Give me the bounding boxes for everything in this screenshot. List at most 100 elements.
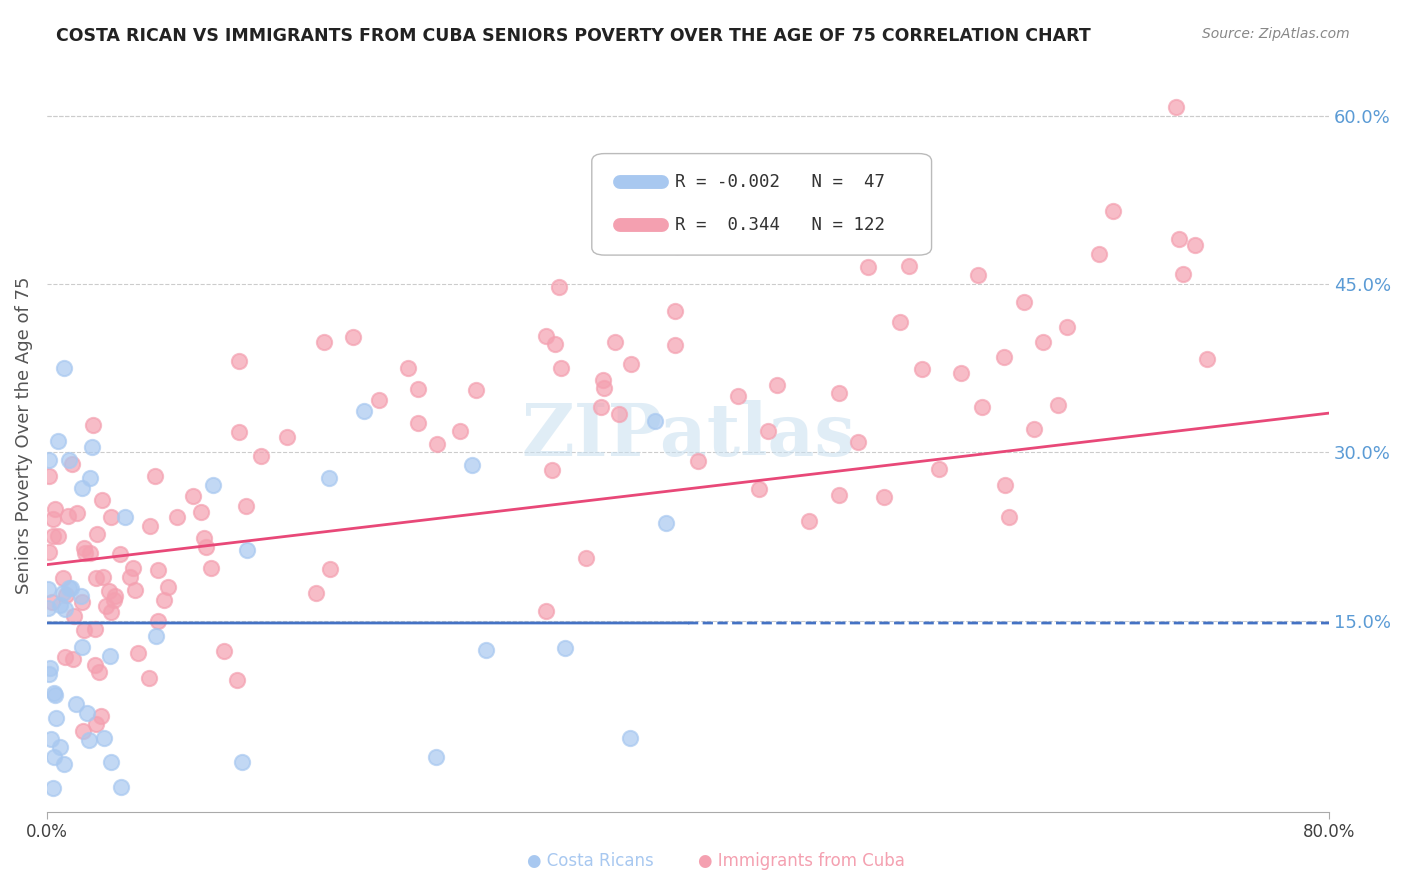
- Point: [143, 469, 166, 483]
- Point: [72, 640, 94, 654]
- Point: [38, 667, 60, 681]
- Point: [368, 393, 391, 408]
- Point: [44, 689, 66, 703]
- Point: [305, 586, 328, 600]
- Point: [42, 750, 65, 764]
- Point: [228, 425, 250, 439]
- Text: R =  0.344   N = 122: R = 0.344 N = 122: [675, 216, 886, 234]
- Point: [1088, 247, 1111, 261]
- Point: [666, 239, 689, 253]
- Point: [70, 595, 93, 609]
- Point: [574, 550, 596, 565]
- Point: [766, 378, 789, 392]
- Point: [38, 453, 60, 467]
- Point: [1102, 203, 1125, 218]
- Point: [1047, 398, 1070, 412]
- Point: [898, 259, 921, 273]
- Point: [60, 581, 83, 595]
- Text: R = -0.002   N =  47: R = -0.002 N = 47: [675, 173, 886, 191]
- Point: [928, 462, 950, 476]
- Point: [592, 373, 614, 387]
- Point: [460, 458, 482, 472]
- Point: [228, 354, 250, 368]
- Point: [1164, 100, 1187, 114]
- Point: [993, 350, 1015, 364]
- Point: [138, 671, 160, 685]
- Text: ZIPatlas: ZIPatlas: [520, 400, 855, 471]
- Point: [42, 529, 65, 543]
- Point: [212, 644, 235, 658]
- Point: [534, 329, 557, 343]
- Y-axis label: Seniors Poverty Over the Age of 75: Seniors Poverty Over the Age of 75: [15, 277, 32, 594]
- Point: [104, 589, 127, 603]
- Point: [87, 665, 110, 679]
- Point: [200, 561, 222, 575]
- Point: [748, 482, 770, 496]
- Point: [145, 629, 167, 643]
- Point: [44, 502, 66, 516]
- Point: [225, 673, 247, 687]
- Point: [686, 454, 709, 468]
- Point: [52, 586, 75, 600]
- Point: [554, 640, 576, 655]
- Point: [889, 315, 911, 329]
- Point: [1184, 238, 1206, 252]
- Point: [77, 732, 100, 747]
- Point: [318, 562, 340, 576]
- Point: [193, 532, 215, 546]
- Point: [146, 563, 169, 577]
- Point: [46, 529, 69, 543]
- Point: [1195, 351, 1218, 366]
- Point: [69, 589, 91, 603]
- Point: [120, 570, 142, 584]
- Point: [97, 583, 120, 598]
- Point: [139, 518, 162, 533]
- Point: [70, 481, 93, 495]
- Point: [73, 541, 96, 555]
- Point: [37, 600, 59, 615]
- Point: [45, 711, 67, 725]
- Point: [58, 581, 80, 595]
- Point: [1171, 267, 1194, 281]
- Text: ● Immigrants from Cuba: ● Immigrants from Cuba: [697, 852, 905, 870]
- Point: [65, 698, 87, 712]
- Point: [75, 546, 97, 560]
- Point: [55, 588, 77, 602]
- Point: [396, 361, 419, 376]
- Point: [846, 434, 869, 449]
- Point: [201, 478, 224, 492]
- Point: [250, 449, 273, 463]
- Point: [58, 452, 80, 467]
- Point: [52, 757, 75, 772]
- Point: [543, 337, 565, 351]
- Point: [664, 304, 686, 318]
- Point: [1012, 295, 1035, 310]
- Point: [828, 386, 851, 401]
- Point: [84, 571, 107, 585]
- Point: [592, 381, 614, 395]
- Point: [39, 732, 62, 747]
- Point: [96, 599, 118, 613]
- Point: [100, 509, 122, 524]
- Point: [72, 724, 94, 739]
- Point: [1032, 335, 1054, 350]
- Point: [1022, 422, 1045, 436]
- Point: [276, 429, 298, 443]
- Point: [63, 609, 86, 624]
- Point: [38, 469, 60, 483]
- Point: [195, 540, 218, 554]
- Point: [972, 400, 994, 414]
- Point: [91, 493, 114, 508]
- Point: [76, 706, 98, 721]
- Point: [79, 546, 101, 560]
- Point: [79, 471, 101, 485]
- Point: [998, 510, 1021, 524]
- Point: [84, 717, 107, 731]
- Point: [103, 593, 125, 607]
- Point: [449, 424, 471, 438]
- Point: [799, 514, 821, 528]
- Point: [124, 582, 146, 597]
- Point: [82, 440, 104, 454]
- Point: [60, 457, 83, 471]
- Point: [86, 526, 108, 541]
